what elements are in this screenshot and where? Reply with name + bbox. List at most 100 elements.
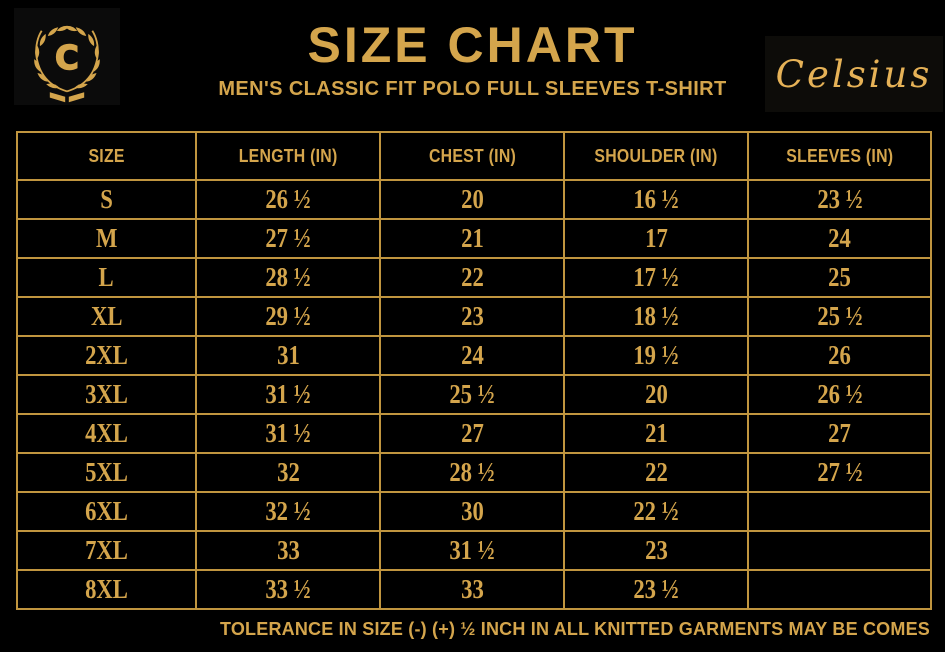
measurement-cell (747, 569, 932, 610)
measurement-cell: 24 (747, 218, 932, 259)
measurement-cell: 26 ½ (747, 374, 932, 415)
cell-value: S (100, 184, 113, 214)
cell-value: 32 (276, 457, 300, 487)
measurement-cell: 22 ½ (563, 491, 749, 532)
measurement-cell: 23 ½ (563, 569, 749, 610)
measurement-cell: 16 ½ (563, 179, 749, 220)
cell-value: 19 ½ (633, 340, 679, 370)
measurement-cell: 19 ½ (563, 335, 749, 376)
cell-value: 33 ½ (265, 574, 311, 604)
table-row: S 26 ½ 20 16 ½ 23 ½ (16, 179, 932, 220)
column-header-label: SIZE (88, 145, 125, 166)
size-cell: 3XL (16, 374, 197, 415)
cell-value: 33 (276, 535, 300, 565)
column-header-label: SLEEVES (IN) (785, 145, 894, 166)
table-row: XL 29 ½ 23 18 ½ 25 ½ (16, 296, 932, 337)
cell-value: 23 ½ (633, 574, 679, 604)
cell-value: 18 ½ (633, 301, 679, 331)
cell-value: 26 ½ (265, 184, 311, 214)
size-cell: 6XL (16, 491, 197, 532)
measurement-cell: 27 ½ (195, 218, 381, 259)
measurement-cell: 17 ½ (563, 257, 749, 298)
logo-letter: C (55, 38, 79, 76)
measurement-cell: 27 (379, 413, 565, 454)
cell-value: 2XL (85, 340, 128, 370)
measurement-cell: 25 ½ (379, 374, 565, 415)
measurement-cell: 21 (379, 218, 565, 259)
size-cell: S (16, 179, 197, 220)
column-header: SHOULDER (IN) (563, 131, 749, 181)
measurement-cell: 33 (379, 569, 565, 610)
measurement-cell: 22 (379, 257, 565, 298)
measurement-cell: 23 ½ (747, 179, 932, 220)
table-row: L 28 ½ 22 17 ½ 25 (16, 257, 932, 298)
cell-value: 30 (460, 496, 484, 526)
table-row: 4XL 31 ½ 27 21 27 (16, 413, 932, 454)
size-cell: 7XL (16, 530, 197, 571)
measurement-cell: 28 ½ (195, 257, 381, 298)
measurement-cell: 25 (747, 257, 932, 298)
size-cell: M (16, 218, 197, 259)
measurement-cell: 30 (379, 491, 565, 532)
brand-logo: C (14, 8, 120, 105)
cell-value: 23 ½ (816, 184, 863, 214)
measurement-cell: 24 (379, 335, 565, 376)
cell-value: 22 (460, 262, 484, 292)
cell-value: 16 ½ (633, 184, 679, 214)
cell-value: 27 ½ (816, 457, 863, 487)
laurel-wreath-icon: C (32, 23, 102, 102)
column-header-label: SHOULDER (IN) (594, 145, 718, 166)
title-block: SIZE CHART MEN'S CLASSIC FIT POLO FULL S… (0, 0, 945, 101)
cell-value: 24 (460, 340, 484, 370)
brand-wordmark: Celsius (765, 36, 943, 112)
cell-value: 23 (644, 535, 668, 565)
column-header: SIZE (16, 131, 197, 181)
measurement-cell: 17 (563, 218, 749, 259)
cell-value: 31 ½ (265, 379, 311, 409)
cell-value: 3XL (85, 379, 128, 409)
cell-value: 25 (828, 262, 851, 292)
measurement-cell: 27 ½ (747, 452, 932, 493)
column-header: LENGTH (IN) (195, 131, 381, 181)
cell-value: 27 (460, 418, 484, 448)
size-cell: 5XL (16, 452, 197, 493)
column-header: CHEST (IN) (379, 131, 565, 181)
cell-value: 26 ½ (816, 379, 863, 409)
measurement-cell: 32 (195, 452, 381, 493)
measurement-cell: 31 ½ (195, 374, 381, 415)
cell-value: 31 (276, 340, 300, 370)
cell-value: 22 ½ (633, 496, 679, 526)
cell-value: 23 (460, 301, 484, 331)
tolerance-note: TOLERANCE IN SIZE (-) (+) ½ INCH IN ALL … (219, 619, 930, 639)
table-row: 6XL 32 ½ 30 22 ½ (16, 491, 932, 532)
cell-value: 24 (828, 223, 851, 253)
column-header-label: LENGTH (IN) (238, 145, 338, 166)
measurement-cell: 28 ½ (379, 452, 565, 493)
cell-value: 21 (644, 418, 668, 448)
cell-value: 28 ½ (265, 262, 311, 292)
cell-value: 29 ½ (265, 301, 311, 331)
cell-value: 6XL (85, 496, 128, 526)
measurement-cell: 31 ½ (195, 413, 381, 454)
measurement-cell: 32 ½ (195, 491, 381, 532)
cell-value: 17 ½ (633, 262, 679, 292)
cell-value: 17 (644, 223, 668, 253)
column-header: SLEEVES (IN) (747, 131, 932, 181)
page-subtitle: MEN'S CLASSIC FIT POLO FULL SLEEVES T-SH… (218, 78, 727, 100)
table-row: 5XL 32 28 ½ 22 27 ½ (16, 452, 932, 493)
table-row: M 27 ½ 21 17 24 (16, 218, 932, 259)
cell-value: 4XL (85, 418, 128, 448)
measurement-cell: 21 (563, 413, 749, 454)
page-header: C SIZE CHART MEN'S CLASSIC FIT POLO FULL… (0, 0, 945, 118)
cell-value: 27 (828, 418, 851, 448)
table-row: 2XL 31 24 19 ½ 26 (16, 335, 932, 376)
measurement-cell: 18 ½ (563, 296, 749, 337)
size-cell: 4XL (16, 413, 197, 454)
table-row: 3XL 31 ½ 25 ½ 20 26 ½ (16, 374, 932, 415)
size-cell: 8XL (16, 569, 197, 610)
cell-value: 7XL (85, 535, 128, 565)
table-header-row: SIZE LENGTH (IN) CHEST (IN) SHOULDER (IN) SL… (16, 131, 932, 181)
cell-value: M (95, 223, 118, 253)
cell-value: 25 ½ (816, 301, 863, 331)
